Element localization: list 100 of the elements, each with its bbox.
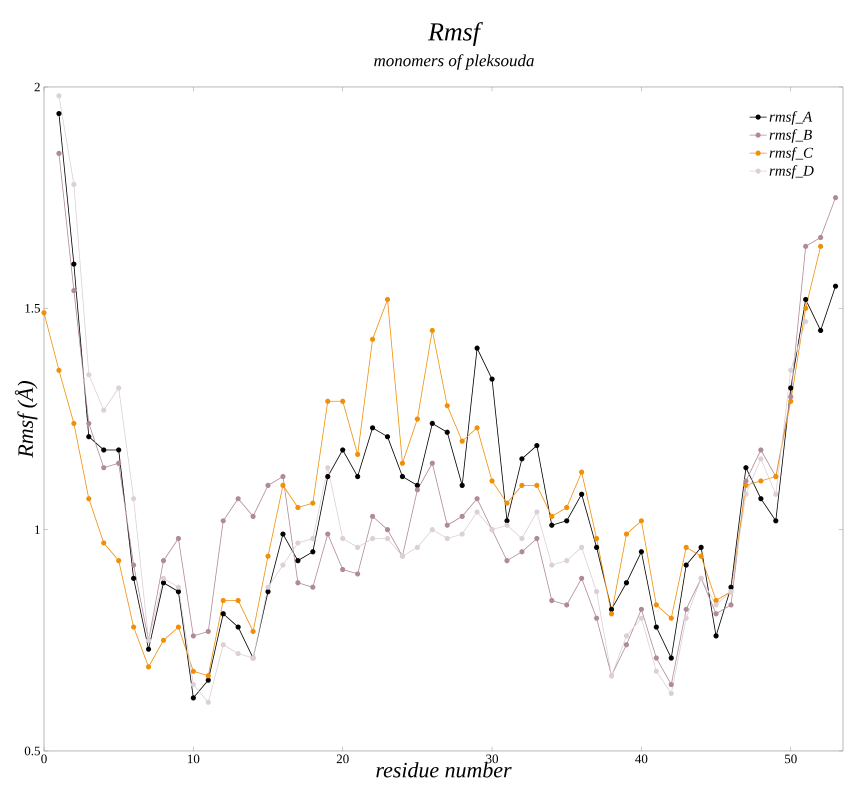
point xyxy=(56,110,62,116)
point xyxy=(594,616,600,621)
point xyxy=(295,504,300,510)
point xyxy=(519,482,525,488)
point xyxy=(86,434,92,440)
point xyxy=(160,638,166,643)
point xyxy=(355,544,360,550)
point xyxy=(534,536,540,542)
point xyxy=(384,296,390,302)
point xyxy=(340,447,346,453)
point xyxy=(788,385,794,391)
point xyxy=(803,306,808,311)
point xyxy=(265,589,271,594)
x-tick-label: 50 xyxy=(785,754,797,764)
point xyxy=(698,554,704,559)
point xyxy=(638,549,644,554)
point xyxy=(684,562,689,568)
point xyxy=(668,682,674,688)
point xyxy=(743,482,749,488)
point xyxy=(310,536,316,542)
point xyxy=(638,606,644,612)
point xyxy=(698,544,704,550)
point xyxy=(474,496,480,502)
point xyxy=(504,522,510,528)
point xyxy=(146,646,152,652)
point xyxy=(131,562,136,568)
point xyxy=(654,668,659,674)
y-tick-label: 1.5 xyxy=(25,304,40,313)
y-axis-title: Rmsf (Å) xyxy=(14,381,38,458)
point xyxy=(803,296,808,302)
point xyxy=(803,244,808,249)
x-axis-title: residue number xyxy=(376,762,512,778)
x-tick-label: 30 xyxy=(486,754,498,764)
y-tick-label: 2 xyxy=(34,82,40,92)
point xyxy=(310,549,316,554)
point xyxy=(190,695,196,700)
point xyxy=(624,531,630,537)
point xyxy=(788,394,794,400)
point xyxy=(414,416,420,422)
point xyxy=(743,465,749,470)
point xyxy=(101,447,106,453)
point xyxy=(713,598,719,604)
point xyxy=(728,584,734,590)
y-tick-label: 0.5 xyxy=(24,746,40,756)
point xyxy=(325,398,330,404)
point xyxy=(384,536,390,542)
x-tick-label: 10 xyxy=(188,754,200,764)
chart-title: Rmsf xyxy=(428,22,483,46)
point xyxy=(370,336,376,342)
point xyxy=(206,673,211,678)
point xyxy=(758,478,764,484)
point xyxy=(608,611,614,616)
point xyxy=(220,598,226,604)
point xyxy=(146,664,152,670)
point xyxy=(414,482,420,488)
point xyxy=(818,328,824,334)
point xyxy=(280,474,286,480)
point xyxy=(250,628,256,634)
point xyxy=(430,460,435,466)
point xyxy=(325,474,330,480)
point xyxy=(788,368,794,373)
point xyxy=(355,571,360,577)
point xyxy=(280,482,286,488)
point xyxy=(430,527,435,532)
point xyxy=(728,602,734,608)
point xyxy=(160,580,166,586)
point xyxy=(71,420,76,426)
point xyxy=(370,425,376,430)
x-tick-label: 40 xyxy=(635,754,648,764)
point xyxy=(624,580,630,586)
point xyxy=(564,518,570,524)
point xyxy=(534,482,540,488)
x-tick-label: 0 xyxy=(41,754,47,764)
point xyxy=(265,554,271,559)
point xyxy=(295,580,300,586)
point xyxy=(608,606,614,612)
point xyxy=(444,403,450,408)
point xyxy=(624,642,630,648)
point xyxy=(101,540,106,546)
point xyxy=(131,576,136,581)
point xyxy=(56,150,62,156)
point xyxy=(684,544,689,550)
point xyxy=(579,470,584,475)
point xyxy=(743,478,749,484)
point xyxy=(220,611,226,616)
legend-label: rmsf_A xyxy=(770,111,812,125)
point xyxy=(71,182,76,187)
point xyxy=(384,434,390,440)
point xyxy=(684,606,689,612)
point xyxy=(832,284,838,289)
point xyxy=(265,584,271,590)
point xyxy=(176,624,182,630)
point xyxy=(131,496,136,502)
point xyxy=(370,536,376,542)
point xyxy=(414,544,420,550)
point xyxy=(414,487,420,492)
point xyxy=(638,518,644,524)
point xyxy=(564,558,570,564)
point xyxy=(638,616,644,621)
point xyxy=(549,598,554,604)
